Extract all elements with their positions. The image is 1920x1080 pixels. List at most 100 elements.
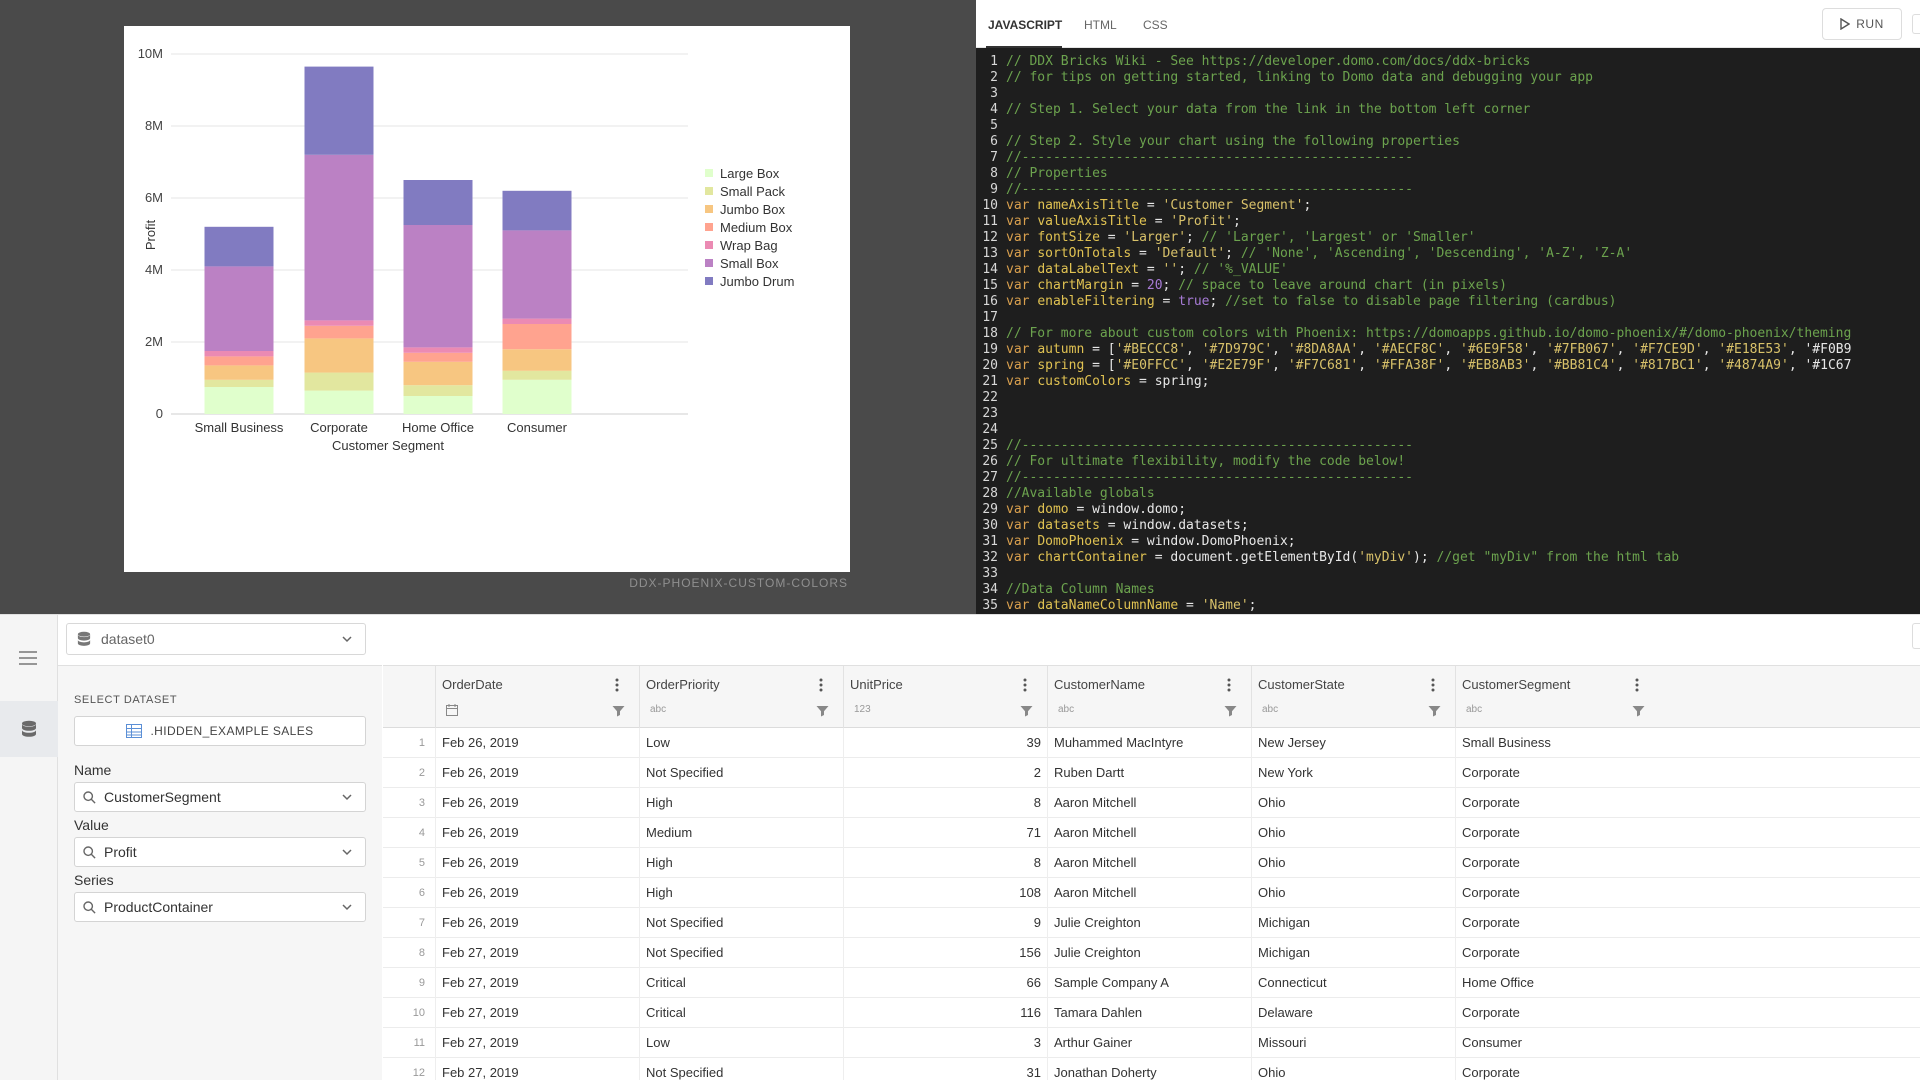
filter-icon[interactable]: [1020, 704, 1033, 722]
table-row[interactable]: 4 Feb 26, 2019 Medium 71 Aaron Mitchell Ohio C…: [383, 818, 1920, 848]
code-text: var spring = ['#E0FFCC', '#E2E79F', '#F7…: [1006, 358, 1852, 373]
code-line: 20 var spring = ['#E0FFCC', '#E2E79F', '#…: [976, 358, 1920, 374]
code-text: var customColors = spring;: [1006, 374, 1210, 389]
code-text: var nameAxisTitle = 'Customer Segment';: [1006, 198, 1312, 213]
hamburger-menu-icon[interactable]: [18, 651, 38, 665]
table-row[interactable]: 11 Feb 27, 2019 Low 3 Arthur Gainer Missouri C…: [383, 1028, 1920, 1058]
chart-preview-pane: 0 2M 4M 6M 8M 10M Small Business Corporate Home …: [0, 0, 976, 614]
table-cell: Muhammed MacIntyre: [1047, 728, 1251, 758]
line-number: 4: [990, 102, 998, 117]
dataset-rail-button[interactable]: [0, 701, 58, 757]
table-row[interactable]: 1 Feb 26, 2019 Low 39 Muhammed MacIntyre New …: [383, 728, 1920, 758]
line-number: 32: [982, 550, 998, 565]
more-vert-icon[interactable]: [819, 678, 825, 694]
table-row[interactable]: 10 Feb 27, 2019 Critical 116 Tamara Dahlen De…: [383, 998, 1920, 1028]
table-row[interactable]: 5 Feb 26, 2019 High 8 Aaron Mitchell Ohio Corp…: [383, 848, 1920, 878]
x-tick-label: Consumer: [507, 420, 568, 435]
column-header[interactable]: OrderDate: [435, 666, 639, 728]
table-cell: Critical: [639, 968, 843, 998]
column-header[interactable]: OrderPriority abc: [639, 666, 843, 728]
code-line: 24: [976, 422, 1920, 438]
value-field-label: Value: [74, 817, 109, 833]
code-line: 26 // For ultimate flexibility, modify th…: [976, 454, 1920, 470]
table-cell: 108: [843, 878, 1047, 908]
more-vert-icon[interactable]: [615, 678, 621, 694]
column-header[interactable]: CustomerState abc: [1251, 666, 1455, 728]
code-area[interactable]: 1 // DDX Bricks Wiki - See https://develo…: [976, 54, 1920, 614]
more-vert-icon[interactable]: [1635, 678, 1641, 694]
code-text: var fontSize = 'Larger'; // 'Larger', 'L…: [1006, 230, 1476, 245]
tab-html[interactable]: HTML: [1084, 18, 1117, 32]
table-row[interactable]: 12 Feb 27, 2019 Not Specified 31 Jonathan Do…: [383, 1058, 1920, 1080]
table-cell: Ohio: [1251, 1058, 1455, 1080]
row-number: 11: [413, 1037, 425, 1049]
code-text: //--------------------------------------…: [1006, 150, 1413, 165]
table-cell: Corporate: [1455, 1058, 1659, 1080]
y-tick-label: 10M: [138, 46, 163, 61]
table-cell: Tamara Dahlen: [1047, 998, 1251, 1028]
name-field-value: CustomerSegment: [104, 789, 221, 805]
code-line: 23: [976, 406, 1920, 422]
filter-icon[interactable]: [816, 704, 829, 722]
line-number: 5: [990, 118, 998, 133]
more-vert-icon[interactable]: [1023, 678, 1029, 694]
editor-expand-handle[interactable]: [1912, 14, 1920, 34]
dataset-dropdown-value: dataset0: [101, 631, 155, 647]
chart-card: 0 2M 4M 6M 8M 10M Small Business Corporate Home …: [124, 26, 850, 572]
table-row[interactable]: 7 Feb 26, 2019 Not Specified 9 Julie Creight…: [383, 908, 1920, 938]
table-cell: High: [639, 788, 843, 818]
value-field-select[interactable]: Profit: [74, 837, 366, 867]
y-tick-label: 4M: [145, 262, 163, 277]
table-cell: Corporate: [1455, 878, 1659, 908]
filter-icon[interactable]: [1428, 704, 1441, 722]
bar-segment: [304, 390, 374, 414]
line-number: 22: [982, 390, 998, 405]
dataset-select-button[interactable]: .HIDDEN_EXAMPLE SALES: [74, 716, 366, 746]
row-number: 3: [418, 797, 425, 809]
grid-header: OrderDate OrderPriority abc UnitPrice 123 Cus…: [383, 666, 1920, 728]
series-field-select[interactable]: ProductContainer: [74, 892, 366, 922]
table-cell: Ohio: [1251, 848, 1455, 878]
tab-css[interactable]: CSS: [1143, 18, 1168, 32]
bar-segment: [403, 385, 473, 396]
dataset-dropdown[interactable]: dataset0: [66, 623, 366, 655]
more-vert-icon[interactable]: [1227, 678, 1233, 694]
column-header[interactable]: CustomerSegment abc: [1455, 666, 1659, 728]
table-row[interactable]: 3 Feb 26, 2019 High 8 Aaron Mitchell Ohio Corp…: [383, 788, 1920, 818]
code-text: var dataLabelText = ''; // '%_VALUE': [1006, 262, 1288, 277]
line-number: 23: [982, 406, 998, 421]
filter-icon[interactable]: [612, 704, 625, 722]
filter-icon[interactable]: [1632, 704, 1645, 722]
column-header[interactable]: CustomerName abc: [1047, 666, 1251, 728]
tab-javascript[interactable]: JAVASCRIPT: [988, 18, 1063, 32]
panel-expand-handle[interactable]: [1912, 623, 1920, 649]
table-row[interactable]: 6 Feb 26, 2019 High 108 Aaron Mitchell Ohio Co…: [383, 878, 1920, 908]
table-cell: High: [639, 848, 843, 878]
bar-segment: [403, 361, 473, 386]
run-button[interactable]: RUN: [1822, 8, 1902, 40]
row-number: 2: [418, 767, 425, 779]
column-name: CustomerState: [1258, 677, 1345, 692]
table-cell: Feb 27, 2019: [435, 1028, 639, 1058]
line-number: 11: [982, 214, 998, 229]
data-panel: dataset0 SELECT DATASET .HIDDEN_EXAMPLE …: [0, 614, 1920, 1080]
line-number: 27: [982, 470, 998, 485]
table-row[interactable]: 2 Feb 26, 2019 Not Specified 2 Ruben Dartt Ne…: [383, 758, 1920, 788]
y-tick-label: 8M: [145, 118, 163, 133]
database-icon: [77, 631, 91, 646]
table-cell: 3: [843, 1028, 1047, 1058]
name-field-select[interactable]: CustomerSegment: [74, 782, 366, 812]
line-number: 12: [982, 230, 998, 245]
code-text: var dataNameColumnName = 'Name';: [1006, 598, 1257, 613]
table-cell: Aaron Mitchell: [1047, 818, 1251, 848]
table-cell: Feb 26, 2019: [435, 818, 639, 848]
column-header[interactable]: UnitPrice 123: [843, 666, 1047, 728]
more-vert-icon[interactable]: [1431, 678, 1437, 694]
line-number: 29: [982, 502, 998, 517]
filter-icon[interactable]: [1224, 704, 1237, 722]
table-cell: New York: [1251, 758, 1455, 788]
code-line: 6 // Step 2. Style your chart using the f…: [976, 134, 1920, 150]
code-text: // DDX Bricks Wiki - See https://develop…: [1006, 54, 1531, 69]
table-row[interactable]: 8 Feb 27, 2019 Not Specified 156 Julie Creig…: [383, 938, 1920, 968]
